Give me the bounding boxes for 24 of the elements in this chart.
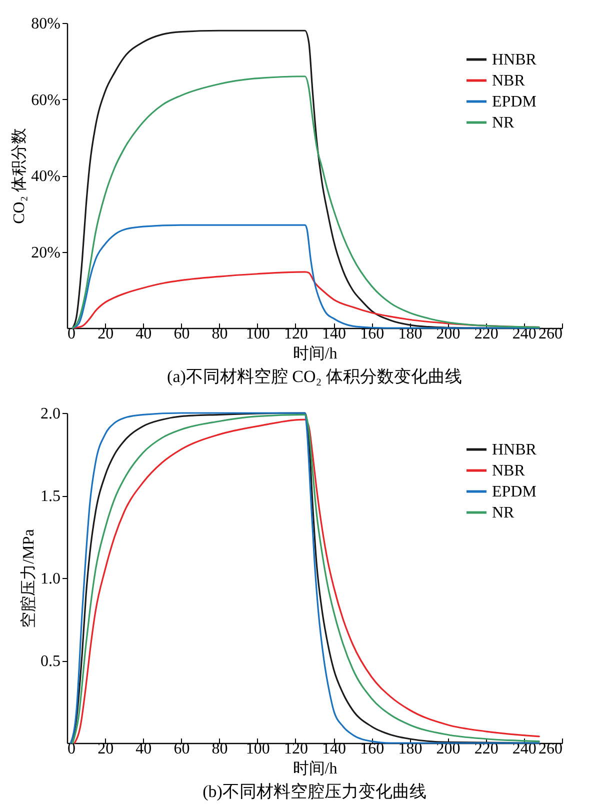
legend-label: NBR [492,462,526,480]
legend-label: EPDM [492,94,536,110]
legend-label: HNBR [492,52,537,68]
legend-label: NR [492,114,515,132]
y-tick-label: 2.0 [40,406,60,422]
y-tick-label: 20% [31,244,60,262]
text: (b)不同材料空腔压力变化曲线 [202,782,426,801]
legend-label: NBR [492,72,526,90]
legend-label: EPDM [492,484,536,500]
legend-label: HNBR [492,442,537,458]
y-tick-label: 80% [31,16,60,32]
y-axis-title: 空腔压力/MPa [20,529,38,628]
y-tick-label: 1.5 [40,488,60,505]
x-axis-title: 时间/h [292,760,338,778]
line-series [72,76,540,329]
y-tick-label: 0.5 [40,653,60,670]
y-tick-label: 60% [31,92,60,109]
legend-label: NR [492,504,515,522]
y-tick-label: 40% [31,168,60,185]
line-series [72,224,540,329]
text: (a)不同材料空腔 CO₂ 体积分数变化曲线 [167,367,462,386]
y-axis-title: CO₂ 体积分数 [11,128,28,224]
y-tick-label: 1.0 [40,570,60,588]
x-axis-title: 时间/h [292,344,338,362]
